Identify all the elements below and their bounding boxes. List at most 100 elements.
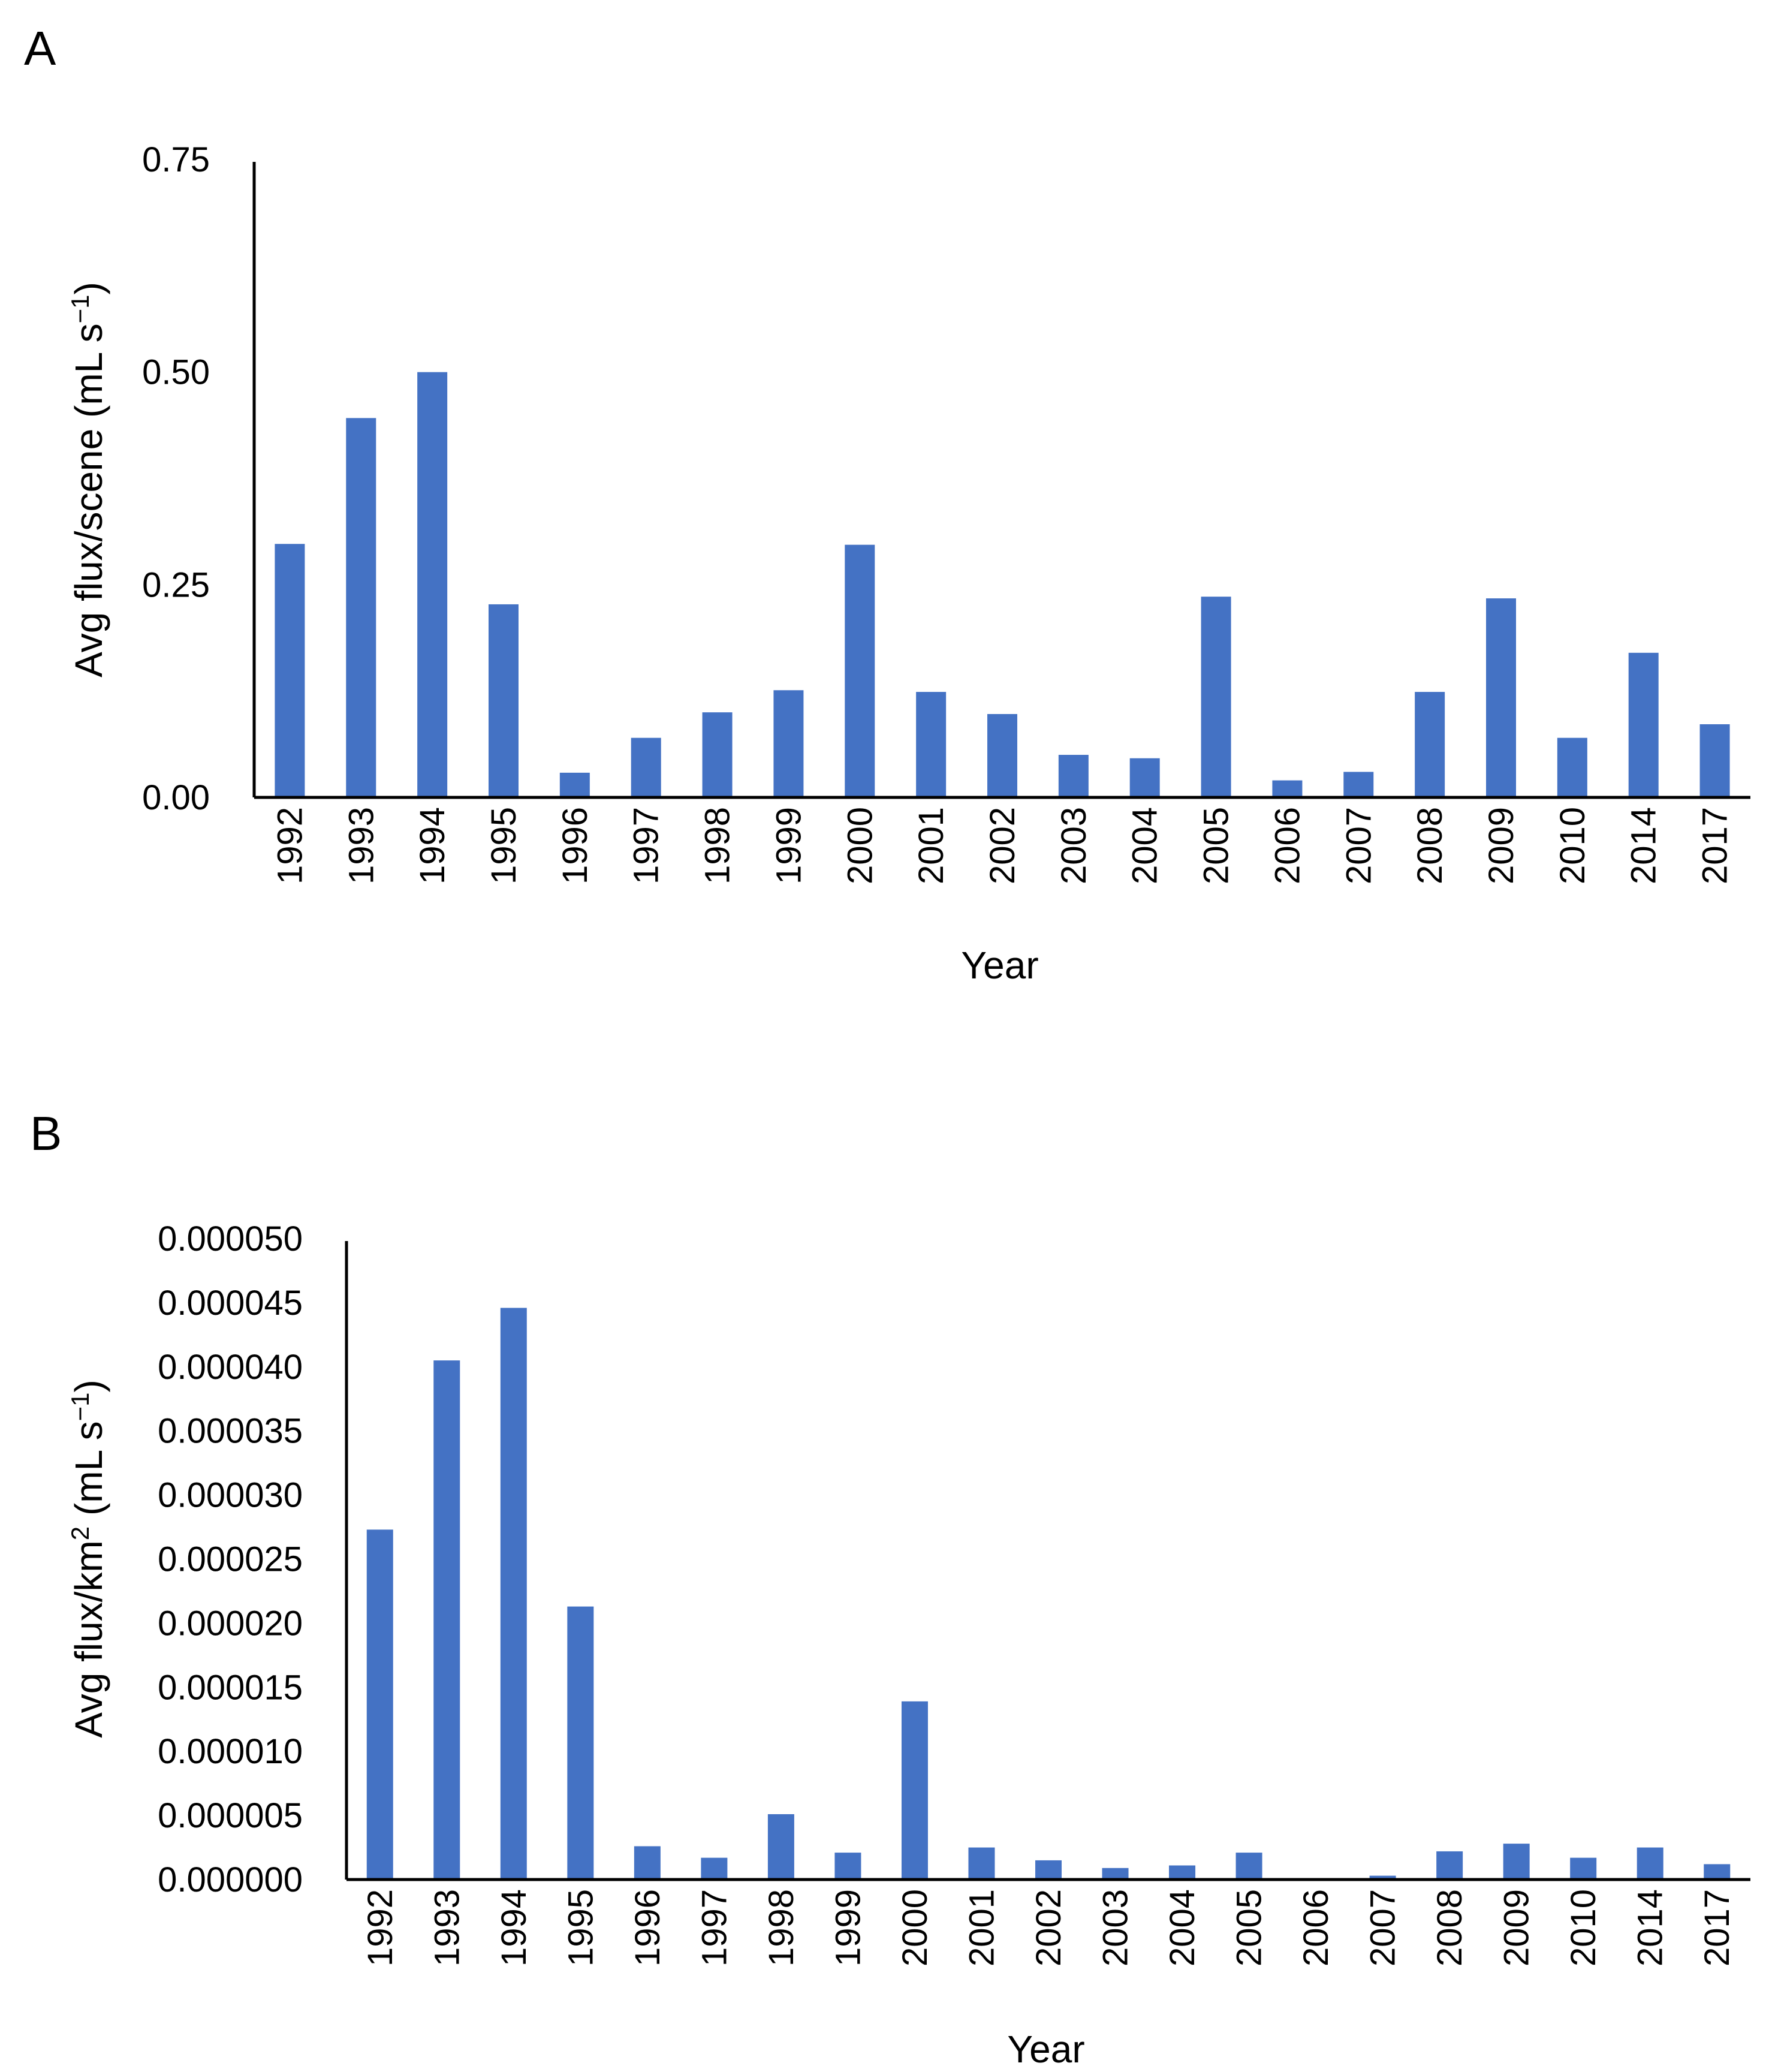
panel-b-bar-1996 [634, 1846, 661, 1880]
panel-a-bar-2010 [1557, 737, 1587, 797]
panel-b-y-tick-label: 0.000010 [158, 1732, 303, 1771]
panel-b-y-axis-title-main: Avg flux/km [67, 1540, 110, 1738]
panel-b-x-tick-label: 2008 [1430, 1889, 1469, 1966]
panel-a-x-tick-label: 2003 [1054, 807, 1093, 884]
panel-b-bar-2009 [1503, 1844, 1530, 1880]
panel-b-y-tick-label: 0.000050 [158, 1219, 303, 1258]
panel-a-bar-1996 [559, 772, 590, 797]
panel-a-y-tick-label: 0.00 [142, 778, 210, 817]
panel-a-bar-2005 [1201, 597, 1231, 797]
panel-b-x-tick-label: 1993 [427, 1889, 466, 1966]
panel-a-y-axis-title-end: ) [67, 282, 110, 294]
panel-b-bar-1998 [767, 1814, 794, 1880]
panel-b-bar-2002 [1035, 1860, 1062, 1880]
panel-a-bar-1997 [631, 737, 661, 797]
panel-a-bar-2014 [1628, 652, 1659, 797]
panel-a-bar-1999 [773, 690, 804, 797]
panel-a-label: A [24, 22, 56, 75]
panel-b-x-axis-title: Year [1007, 2028, 1084, 2071]
panel-a-x-tick-label: 1993 [342, 807, 381, 884]
panel-b-bar-1994 [500, 1308, 527, 1880]
panel-b-x-tick-label: 2009 [1497, 1889, 1536, 1966]
panel-a-y-tick-label: 0.25 [142, 565, 210, 604]
panel-a-x-tick-label: 2002 [983, 807, 1022, 884]
panel-a-y-axis-title: Avg flux/scene (mL s−1) [66, 282, 110, 677]
panel-a-bar-2008 [1415, 692, 1445, 797]
panel-a-bar-1995 [489, 604, 519, 797]
panel-a-bar-2002 [987, 713, 1017, 797]
panel-a-x-tick-label: 2006 [1268, 807, 1307, 884]
panel-a-x-tick-label: 2000 [840, 807, 879, 884]
panel-b-y-ticks: 0.000000 0.000005 0.000010 0.000015 0.000020… [158, 1219, 303, 1899]
panel-b-y-axis-title-end: ) [67, 1380, 110, 1392]
panel-b-y-tick-label: 0.000000 [158, 1860, 303, 1899]
panel-b-bar-1995 [567, 1606, 594, 1880]
panel-b-y-axis-title-sup: 2 [66, 1526, 94, 1540]
panel-b-x-tick-label: 2007 [1364, 1889, 1403, 1966]
panel-b-x-tick-label: 1997 [695, 1889, 734, 1966]
panel-b-bar-2008 [1436, 1851, 1463, 1880]
panel-b-y-tick-label: 0.000040 [158, 1348, 303, 1387]
panel-b-x-tick-label: 2004 [1163, 1889, 1202, 1966]
panel-a-y-ticks: 0.00 0.25 0.50 0.75 [142, 140, 210, 817]
panel-a-x-tick-label: 1995 [484, 807, 523, 884]
panel-b-y-tick-label: 0.000035 [158, 1412, 303, 1451]
panel-a-x-tick-label: 1996 [556, 807, 595, 884]
panel-a-x-tick-label: 1992 [270, 807, 309, 884]
panel-b-x-tick-label: 2003 [1096, 1889, 1135, 1966]
panel-b-y-tick-label: 0.000025 [158, 1540, 303, 1579]
panel-a-bar-1998 [702, 712, 733, 797]
panel-b-chart: B 0.0000000.0000050.0000100.0000150.0000… [30, 1107, 1750, 2071]
panel-a-bar-2001 [916, 692, 947, 797]
panel-a-bar-2006 [1272, 780, 1303, 797]
panel-b-bars [366, 1308, 1731, 1880]
panel-a-bar-1992 [275, 544, 305, 797]
panel-b-bar-2014 [1637, 1847, 1663, 1880]
panel-b-x-tick-label: 2010 [1564, 1889, 1603, 1966]
panel-b-bar-2000 [901, 1701, 928, 1880]
panel-a-x-tick-label: 1998 [698, 807, 737, 884]
panel-a-x-tick-label: 2004 [1126, 807, 1165, 884]
panel-b-bar-2001 [968, 1847, 995, 1880]
panel-b-bar-1997 [701, 1857, 728, 1880]
panel-a-x-tick-label: 2001 [912, 807, 951, 884]
panel-b-x-tick-label: 2000 [896, 1889, 935, 1966]
panel-a-x-tick-label: 2010 [1553, 807, 1592, 884]
panel-b-bar-2005 [1235, 1853, 1262, 1880]
panel-b-x-tick-label: 2005 [1230, 1889, 1269, 1966]
panel-a-x-tick-label: 1997 [627, 807, 666, 884]
panel-a-x-tick-label: 2007 [1339, 807, 1378, 884]
panel-b-bar-1992 [366, 1529, 393, 1880]
panel-b-y-tick-label: 0.000020 [158, 1604, 303, 1643]
panel-b-y-tick-label: 0.000045 [158, 1284, 303, 1323]
panel-b-x-tick-label: 1996 [628, 1889, 667, 1966]
panel-b-y-tick-label: 0.000030 [158, 1476, 303, 1515]
panel-b-y-axis-title-sup2: −1 [66, 1393, 94, 1422]
panel-b-x-tick-label: 1992 [361, 1889, 400, 1966]
panel-a-bar-1993 [346, 418, 376, 797]
panel-b-x-tick-label: 2006 [1297, 1889, 1336, 1966]
panel-b-y-axis-title-mid: (mL s [67, 1421, 110, 1526]
panel-a-bar-1994 [417, 372, 448, 797]
panel-b-x-tick-label: 2014 [1631, 1889, 1670, 1966]
panel-b-y-tick-label: 0.000015 [158, 1668, 303, 1707]
panel-b-bar-1993 [433, 1360, 460, 1880]
panel-b-label: B [30, 1107, 62, 1160]
panel-b-x-ticks: 1992 1993 1994 1995 1996 1997 1998 1999 2000 2001… [361, 1889, 1737, 1966]
panel-b-x-tick-label: 1999 [828, 1889, 867, 1966]
panel-b-y-axis-title: Avg flux/km2 (mL s−1) [66, 1380, 110, 1738]
panel-b-x-tick-label: 2017 [1698, 1889, 1737, 1966]
panel-a-bar-2017 [1699, 724, 1730, 797]
panel-a-x-tick-label: 2009 [1482, 807, 1521, 884]
panel-a-x-tick-label: 1999 [769, 807, 808, 884]
panel-b-x-tick-label: 1995 [561, 1889, 600, 1966]
panel-a-x-tick-label: 2014 [1625, 807, 1663, 884]
panel-a-bar-2000 [845, 544, 875, 797]
panel-a-y-axis-title-sup: −1 [66, 294, 94, 323]
panel-a-x-ticks: 1992 1993 1994 1995 1996 1997 1998 1999 2000 2001… [270, 807, 1734, 884]
panel-a-y-tick-label: 0.75 [142, 140, 210, 179]
panel-a-chart: A 0.000.250.500.75 1992 1993 1994 1995 1996 1… [24, 22, 1750, 987]
panel-b-x-tick-label: 1998 [762, 1889, 801, 1966]
panel-a-bar-2007 [1343, 772, 1374, 797]
